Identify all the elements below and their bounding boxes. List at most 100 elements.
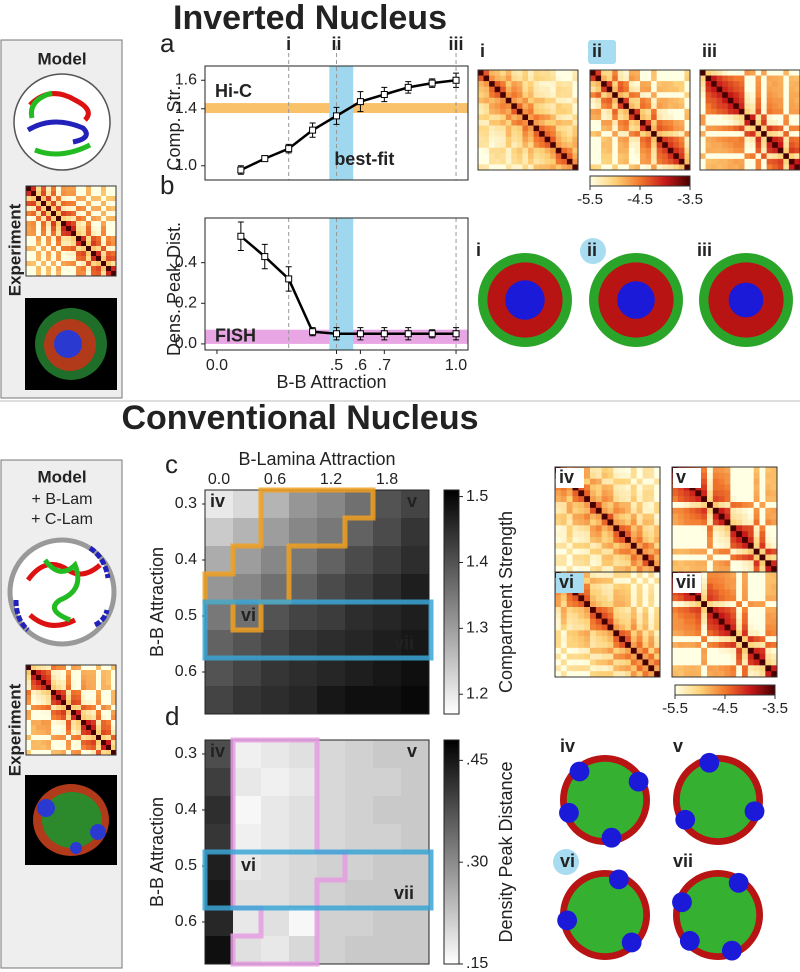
- contact-map-pixel: [730, 618, 737, 625]
- contact-map-pixel: [648, 653, 655, 660]
- contact-map-pixel: [742, 513, 749, 520]
- contact-map-pixel: [623, 158, 630, 165]
- contact-map-pixel: [101, 675, 107, 681]
- contact-map-pixel: [41, 251, 47, 257]
- contact-map-pixel: [712, 525, 719, 532]
- contact-map-pixel: [86, 730, 92, 736]
- contact-map-pixel: [31, 251, 37, 257]
- contact-map-pixel: [625, 595, 632, 602]
- contact-map-pixel: [26, 710, 32, 716]
- contact-map-pixel: [613, 589, 620, 596]
- heatmap-cell: [205, 658, 234, 687]
- contact-map-pixel: [642, 595, 649, 602]
- contact-map-pixel: [511, 142, 518, 149]
- contact-map-pixel: [51, 191, 57, 197]
- contact-map-pixel: [753, 478, 760, 485]
- contact-map-pixel: [736, 601, 743, 608]
- contact-map-pixel: [683, 548, 690, 555]
- contact-map-pixel: [724, 496, 731, 503]
- contact-map-pixel: [771, 577, 778, 584]
- contact-map-pixel: [572, 624, 579, 631]
- label-bg: [556, 468, 584, 488]
- point: [309, 328, 317, 336]
- contact-map-pixel: [724, 612, 731, 619]
- contact-map-pixel: [106, 685, 112, 691]
- contact-map-pixel: [651, 153, 657, 160]
- heatmap-cell: [289, 490, 318, 519]
- contact-map-pixel: [505, 131, 512, 137]
- contact-map-pixel: [742, 496, 749, 503]
- contact-map-pixel: [516, 125, 523, 132]
- contact-map-pixel: [613, 618, 620, 625]
- contact-map: [25, 185, 117, 277]
- contact-map-pixel: [522, 158, 529, 165]
- contact-map-pixel: [753, 537, 760, 544]
- contact-map-pixel: [61, 226, 67, 232]
- contact-map-pixel: [766, 75, 773, 82]
- contact-map-pixel: [31, 236, 37, 242]
- contact-map-pixel: [106, 261, 112, 267]
- contact-map-pixel: [56, 236, 62, 242]
- contact-map-pixel: [26, 670, 32, 676]
- contact-map-pixel: [654, 572, 661, 579]
- panel-label: i: [480, 41, 485, 61]
- contact-map-pixel: [86, 251, 92, 257]
- colorbar-tick-label: .15: [466, 955, 488, 972]
- heatmap-cell: [317, 768, 346, 797]
- heatmap-cell: [317, 936, 346, 965]
- contact-map-pixel: [71, 196, 77, 202]
- contact-map-pixel: [500, 153, 507, 160]
- contact-map-pixel: [71, 710, 77, 716]
- contact-map-pixel: [111, 675, 117, 681]
- contact-map-pixel: [765, 542, 772, 549]
- contact-map-pixel: [718, 467, 725, 474]
- contact-map-pixel: [111, 680, 117, 686]
- contact-map-pixel: [724, 513, 731, 520]
- contact-map-pixel: [794, 164, 800, 171]
- contact-map-pixel: [730, 665, 737, 672]
- contact-map-pixel: [607, 589, 614, 596]
- heatmap-cell: [345, 824, 374, 853]
- contact-map-pixel: [766, 81, 773, 87]
- contact-map-pixel: [96, 685, 102, 691]
- contact-map-pixel: [738, 142, 745, 149]
- contact-map-pixel: [516, 164, 523, 171]
- contact-map-pixel: [736, 583, 743, 590]
- contact-map-pixel: [590, 624, 597, 631]
- y-tick-label: 0.2: [175, 295, 197, 312]
- contact-map-pixel: [595, 566, 602, 573]
- contact-map-pixel: [672, 537, 679, 544]
- contact-map-pixel: [612, 81, 619, 87]
- contact-map-pixel: [742, 624, 749, 631]
- contact-map-pixel: [794, 120, 800, 126]
- contact-map-pixel: [701, 577, 708, 584]
- contact-map-pixel: [46, 730, 52, 736]
- contact-map-pixel: [617, 164, 624, 171]
- contact-map-pixel: [636, 630, 643, 637]
- contact-map-pixel: [636, 537, 643, 544]
- contact-map-pixel: [700, 131, 706, 137]
- contact-map-pixel: [86, 720, 92, 726]
- contact-map-pixel: [36, 750, 42, 756]
- contact-map-pixel: [654, 601, 661, 608]
- contact-map-pixel: [617, 120, 624, 126]
- contact-map-pixel: [683, 665, 690, 672]
- contact-map-pixel: [718, 507, 725, 514]
- contact-map-pixel: [701, 595, 708, 602]
- contact-map-pixel: [673, 103, 680, 110]
- contact-map-pixel: [771, 566, 778, 573]
- contact-map-pixel: [578, 560, 585, 567]
- contact-map-pixel: [566, 525, 573, 532]
- contact-map-pixel: [747, 630, 754, 637]
- contact-map-pixel: [578, 525, 585, 532]
- contact-map-pixel: [555, 108, 562, 115]
- contact-map-pixel: [91, 665, 97, 671]
- contact-map-pixel: [516, 142, 523, 149]
- contact-map-pixel: [640, 131, 646, 137]
- contact-map-pixel: [550, 81, 557, 87]
- contact-map-pixel: [572, 566, 579, 573]
- contact-map-pixel: [707, 653, 714, 660]
- contact-map-pixel: [636, 507, 643, 514]
- contact-map-pixel: [560, 642, 567, 649]
- contact-map-pixel: [753, 653, 760, 660]
